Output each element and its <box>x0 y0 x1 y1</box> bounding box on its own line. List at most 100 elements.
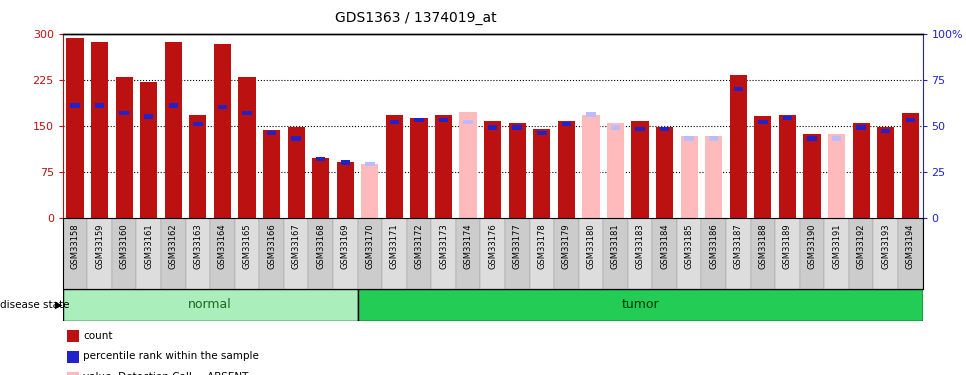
Text: GSM33171: GSM33171 <box>390 223 399 269</box>
Bar <box>414 118 424 122</box>
Bar <box>726 217 751 289</box>
Bar <box>431 217 456 289</box>
Bar <box>758 120 768 124</box>
Bar <box>407 217 431 289</box>
Bar <box>239 76 256 218</box>
Text: GSM33191: GSM33191 <box>832 223 841 269</box>
Bar <box>63 289 357 321</box>
Bar <box>357 217 383 289</box>
Bar <box>389 120 399 124</box>
Text: GSM33179: GSM33179 <box>562 223 571 269</box>
Bar <box>828 134 845 218</box>
Text: GSM33162: GSM33162 <box>169 223 178 269</box>
Bar <box>63 217 87 289</box>
Bar <box>435 115 452 218</box>
Bar <box>800 217 824 289</box>
Text: value, Detection Call = ABSENT: value, Detection Call = ABSENT <box>83 372 248 375</box>
Bar <box>579 217 603 289</box>
Text: normal: normal <box>188 298 232 311</box>
Bar <box>189 115 207 218</box>
Bar <box>775 217 800 289</box>
Bar <box>136 217 161 289</box>
Bar <box>782 116 792 120</box>
Bar <box>140 81 157 218</box>
Text: GSM33168: GSM33168 <box>316 223 326 269</box>
Bar <box>288 128 304 218</box>
Bar <box>211 217 235 289</box>
Bar <box>709 136 719 141</box>
Text: GSM33194: GSM33194 <box>906 223 915 269</box>
Bar <box>161 217 185 289</box>
Bar <box>877 127 895 218</box>
Bar <box>804 134 820 218</box>
Text: GSM33172: GSM33172 <box>414 223 423 269</box>
Bar <box>460 112 476 218</box>
Bar <box>480 217 505 289</box>
Bar <box>824 217 849 289</box>
Bar <box>357 289 923 321</box>
Bar <box>729 75 747 217</box>
Text: GSM33161: GSM33161 <box>144 223 154 269</box>
Bar <box>849 217 873 289</box>
Text: GSM33174: GSM33174 <box>464 223 472 269</box>
Text: GSM33173: GSM33173 <box>439 223 448 269</box>
Bar <box>165 42 182 218</box>
Bar <box>235 217 259 289</box>
Bar <box>632 121 648 218</box>
Bar <box>628 217 652 289</box>
Bar <box>217 105 227 110</box>
Bar <box>754 116 772 218</box>
Text: GSM33184: GSM33184 <box>660 223 669 269</box>
Bar <box>557 122 575 218</box>
Text: GSM33192: GSM33192 <box>857 223 866 269</box>
Bar <box>411 118 428 218</box>
Bar <box>67 38 84 218</box>
Text: GSM33165: GSM33165 <box>242 223 251 269</box>
Text: count: count <box>83 331 113 340</box>
Bar <box>603 217 628 289</box>
Bar <box>705 136 723 218</box>
Bar <box>341 160 350 165</box>
Bar <box>873 217 898 289</box>
Bar <box>832 136 841 141</box>
Bar <box>529 217 554 289</box>
Text: GSM33183: GSM33183 <box>636 223 644 269</box>
Text: GSM33190: GSM33190 <box>808 223 816 269</box>
Bar <box>365 162 375 166</box>
Bar <box>116 76 132 218</box>
Bar <box>901 113 919 218</box>
Bar <box>267 131 276 135</box>
Text: tumor: tumor <box>621 298 659 311</box>
Bar <box>361 164 379 218</box>
Bar <box>144 114 154 118</box>
Bar <box>169 103 178 108</box>
Bar <box>259 217 284 289</box>
Text: GSM33188: GSM33188 <box>758 223 767 269</box>
Bar <box>898 217 923 289</box>
Text: GSM33189: GSM33189 <box>782 223 792 269</box>
Text: GSM33186: GSM33186 <box>709 223 719 269</box>
Bar <box>509 123 526 218</box>
Bar <box>87 217 112 289</box>
Text: disease state: disease state <box>0 300 70 310</box>
Bar <box>284 217 308 289</box>
Bar <box>456 217 480 289</box>
Bar <box>505 217 529 289</box>
Bar <box>488 125 497 130</box>
Bar <box>660 127 669 132</box>
Bar <box>120 111 128 115</box>
Text: GSM33169: GSM33169 <box>341 223 350 269</box>
Bar <box>733 87 743 91</box>
Text: GSM33160: GSM33160 <box>120 223 128 269</box>
Bar <box>439 118 448 122</box>
Text: GSM33180: GSM33180 <box>586 223 595 269</box>
Bar <box>316 156 326 161</box>
Bar <box>484 121 501 218</box>
Bar <box>292 136 300 141</box>
Bar <box>193 122 203 126</box>
Text: GDS1363 / 1374019_at: GDS1363 / 1374019_at <box>334 11 497 25</box>
Bar <box>337 162 354 218</box>
Bar <box>857 125 866 130</box>
Bar <box>95 103 104 108</box>
Bar <box>554 217 579 289</box>
